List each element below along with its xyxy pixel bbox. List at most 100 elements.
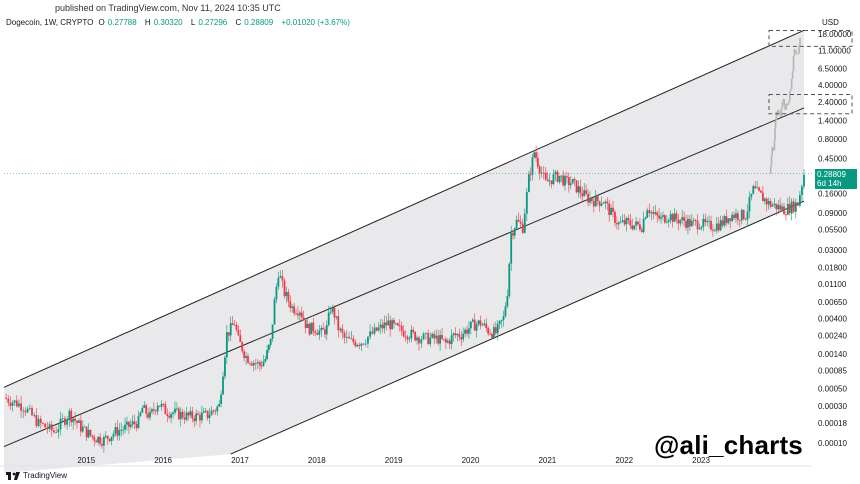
candle-body <box>412 329 415 332</box>
candle-body <box>521 223 524 233</box>
candle-body <box>348 336 350 339</box>
projection-bar <box>779 113 782 117</box>
candle-body <box>606 201 609 204</box>
candle-body <box>615 223 618 225</box>
candle-body <box>264 359 267 362</box>
tradingview-logo-icon <box>6 471 20 480</box>
candle-body <box>801 186 803 196</box>
tradingview-footer[interactable]: TradingView <box>6 471 67 480</box>
candle-body <box>590 198 593 202</box>
candle-body <box>48 424 51 430</box>
candle-body <box>149 411 151 418</box>
candle-body <box>199 414 201 421</box>
candle-body <box>681 217 684 221</box>
candle-body <box>358 344 361 346</box>
y-tick-label: 0.01100 <box>818 280 847 289</box>
candle-body <box>269 338 272 345</box>
candle-body <box>249 362 251 364</box>
candle-body <box>333 307 336 318</box>
x-tick-label: 2021 <box>538 456 556 465</box>
candle-body <box>799 195 801 206</box>
projection-bar <box>795 50 798 54</box>
candle-body <box>191 411 194 419</box>
candle-body <box>704 218 707 223</box>
candle-body <box>262 361 265 367</box>
candle-body <box>101 443 103 446</box>
candle-body <box>112 433 115 437</box>
symbol-label[interactable]: Dogecoin, 1W, CRYPTO <box>6 18 94 27</box>
candle-body <box>517 219 520 222</box>
candle-body <box>444 339 447 343</box>
candle-body <box>756 187 759 189</box>
candle-body <box>375 327 378 331</box>
candle-body <box>120 429 123 431</box>
candle-body <box>775 203 778 210</box>
projection-bar <box>774 128 776 141</box>
candle-body <box>548 180 551 182</box>
candle-body <box>660 216 662 219</box>
candle-body <box>259 362 261 366</box>
candle-body <box>345 336 348 338</box>
candle-body <box>513 228 516 236</box>
y-tick-label: 0.45000 <box>818 155 847 164</box>
x-tick-label: 2020 <box>462 456 480 465</box>
candle-body <box>364 343 367 345</box>
candle-body <box>50 424 53 431</box>
candle-body <box>535 152 537 158</box>
candle-body <box>273 299 276 325</box>
candle-body <box>614 211 616 224</box>
candle-body <box>356 344 359 347</box>
candle-body <box>431 333 434 338</box>
candle-body <box>74 418 76 421</box>
candle-body <box>733 214 735 219</box>
candle-body <box>612 207 614 212</box>
candle-body <box>64 418 66 425</box>
projection-bar <box>791 71 794 79</box>
candle-body <box>754 186 757 189</box>
candle-body <box>362 343 365 345</box>
candle-body <box>760 190 762 193</box>
candle-body <box>337 316 340 331</box>
candle-body <box>735 213 737 219</box>
candle-body <box>677 219 680 224</box>
y-tick-label: 0.80000 <box>818 135 847 144</box>
candle-body <box>740 209 743 221</box>
candle-body <box>200 412 203 421</box>
projection-bar <box>773 140 776 151</box>
candle-body <box>737 213 739 220</box>
candle-body <box>183 417 186 420</box>
candle-body <box>723 216 726 226</box>
y-tick-label: 4.00000 <box>818 81 847 90</box>
candle-body <box>295 313 297 315</box>
candle-body <box>727 218 730 224</box>
y-tick-label: 18.00000 <box>818 30 852 39</box>
candle-body <box>395 323 397 325</box>
candle-body <box>498 321 501 324</box>
candle-body <box>469 321 472 329</box>
projection-bar <box>769 166 772 174</box>
candle-body <box>573 178 576 181</box>
candle-body <box>202 411 205 413</box>
projection-bar <box>786 103 788 106</box>
candle-body <box>108 438 111 442</box>
candle-body <box>81 426 84 432</box>
candle-body <box>256 362 259 364</box>
candle-body <box>538 166 541 174</box>
candle-body <box>418 337 420 344</box>
candle-body <box>667 219 670 222</box>
candle-body <box>306 323 309 329</box>
candle-body <box>7 398 10 403</box>
candle-body <box>675 213 678 220</box>
candle-body <box>99 436 101 444</box>
candle-body <box>61 418 64 420</box>
y-tick-label: 1.40000 <box>818 116 847 125</box>
candle-body <box>706 220 709 223</box>
candle-body <box>93 436 96 441</box>
projection-bar <box>778 111 781 114</box>
candle-body <box>214 410 217 412</box>
candle-body <box>792 201 795 212</box>
candle-body <box>18 403 20 407</box>
projection-bar <box>789 89 792 91</box>
y-tick-label: 0.09000 <box>818 209 847 218</box>
